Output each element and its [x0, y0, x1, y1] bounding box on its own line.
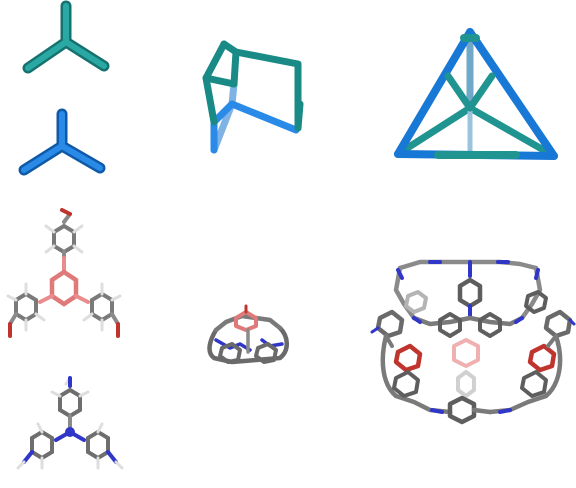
tritopic-node-teal — [22, 0, 110, 74]
bicapped-cage-topology — [202, 40, 304, 154]
triamine-molecule — [16, 376, 124, 470]
tetrahedral-cage-topology — [394, 28, 558, 160]
small-cage-molecule — [207, 304, 289, 365]
boroxine-trialdehyde-molecule — [6, 208, 122, 338]
large-cage-molecule — [370, 259, 576, 425]
tritopic-node-blue — [18, 108, 106, 176]
